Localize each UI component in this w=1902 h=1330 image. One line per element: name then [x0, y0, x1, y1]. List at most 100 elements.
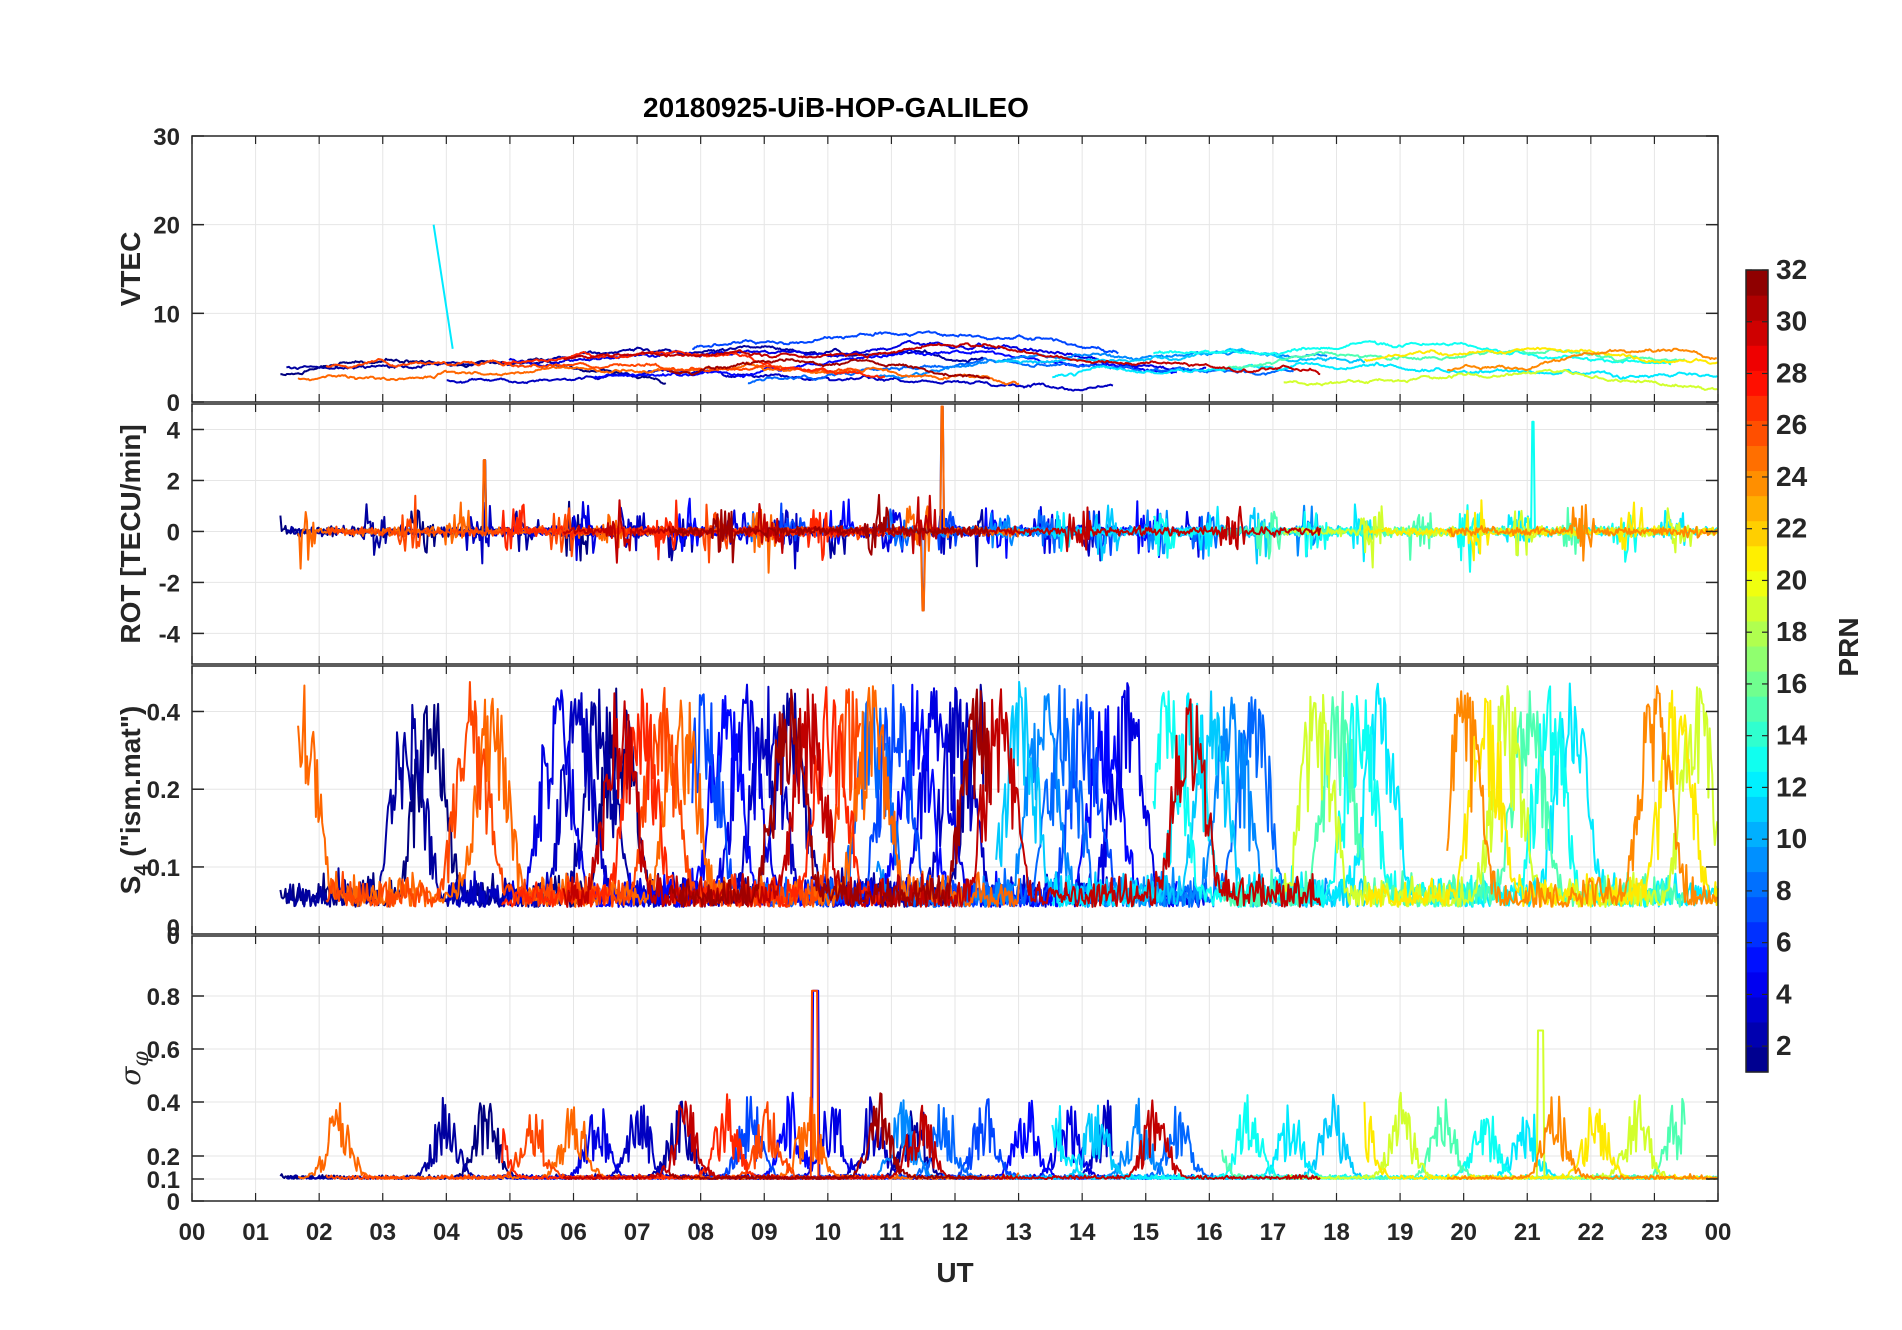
x-tick-label: 18 — [1323, 1219, 1350, 1246]
y-axis-sigma_phi: 00.10.2 0.4 0.6 0.8 — [147, 984, 1718, 1216]
series-prn-31 — [668, 493, 991, 564]
x-tick-label: 16 — [1196, 1219, 1223, 1246]
y-axis-s4: 0.1 0.2 0.4 00 — [147, 699, 1718, 950]
y-tick-label: 0.4 — [147, 1090, 181, 1117]
series-prn-21 — [1363, 346, 1719, 365]
colorbar-tick-label: 14 — [1776, 720, 1808, 751]
x-tick-label: 21 — [1514, 1219, 1541, 1246]
x-tick-label: 19 — [1387, 1219, 1414, 1246]
series-prn-24 — [1446, 347, 1718, 372]
colorbar-band — [1746, 370, 1768, 396]
y-tick-label: 0.1 — [147, 1167, 180, 1194]
colorbar-tick-label: 4 — [1776, 978, 1792, 1009]
panel-rot: -4 -2 0 2 4 ROT [TECU/min] — [115, 403, 1719, 665]
colorbar-tick-label: 10 — [1776, 823, 1807, 854]
series-group — [279, 989, 1719, 1180]
colorbar-band — [1746, 320, 1768, 346]
colorbar-tick-label: 8 — [1776, 875, 1792, 906]
series-prn-19 — [1283, 368, 1718, 391]
series-prn-26 — [325, 681, 862, 908]
x-tick-label: 15 — [1132, 1219, 1159, 1246]
colorbar-band — [1746, 771, 1768, 797]
colorbar-band — [1746, 645, 1768, 672]
series-prn-30 — [563, 342, 1321, 376]
y-axis-vtec: 0 10 20 30 — [153, 124, 1718, 417]
colorbar-band — [1746, 871, 1768, 898]
x-tick-label: 04 — [433, 1219, 460, 1246]
series-prn-24 — [1446, 1095, 1718, 1180]
y-tick-label: 0.6 — [147, 1037, 180, 1064]
panel-vtec: 0 10 20 30 VTEC — [115, 124, 1719, 417]
y-tick-label: -4 — [159, 621, 181, 648]
colorbar-band — [1746, 746, 1768, 772]
series-prn-3 — [446, 368, 1114, 392]
colorbar-band — [1746, 470, 1768, 497]
y-tick-label: 20 — [153, 213, 180, 240]
y-tick-label: 0.8 — [147, 984, 180, 1011]
y-tick-label: 0 — [167, 923, 180, 950]
colorbar-band — [1746, 721, 1768, 747]
colorbar-tick-label: 20 — [1776, 564, 1807, 595]
colorbar-tick-label: 18 — [1776, 616, 1807, 647]
x-tick-label: 00 — [179, 1219, 206, 1246]
y-axis-label: VTEC — [115, 232, 146, 307]
y-tick-label: 0.4 — [147, 699, 181, 726]
colorbar-band — [1746, 495, 1768, 522]
series-group — [279, 680, 1719, 908]
series-prn-12 — [432, 224, 1718, 380]
colorbar-band — [1746, 846, 1768, 873]
x-tick-label: 20 — [1450, 1219, 1477, 1246]
x-tick-label: 08 — [687, 1219, 714, 1246]
colorbar-band — [1746, 1046, 1768, 1073]
x-tick-label: 06 — [560, 1219, 587, 1246]
colorbar-band — [1746, 595, 1768, 622]
y-tick-label: 0 — [167, 1189, 180, 1216]
colorbar-band — [1746, 295, 1768, 321]
y-tick-label: 0.1 — [147, 855, 180, 882]
x-tick-label: 14 — [1069, 1219, 1096, 1246]
panel-sigma_phi: 00.10.2 0.4 0.6 0.8 σφ — [114, 935, 1719, 1216]
x-axis: 00 01 02 03 04 05 06 07 08 09 10 11 12 13 14 15 16 17 18 19… — [179, 1219, 1732, 1246]
colorbar-band — [1746, 545, 1768, 572]
y-tick-label: 30 — [153, 124, 180, 151]
colorbar-tick-label: 6 — [1776, 927, 1792, 958]
series-prn-31 — [668, 1092, 991, 1180]
colorbar-band — [1746, 345, 1768, 371]
series-group — [279, 405, 1719, 612]
x-tick-label: 02 — [306, 1219, 333, 1246]
y-tick-label: 0 — [167, 390, 180, 417]
colorbar-band — [1746, 395, 1768, 421]
y-tick-label: 0 — [167, 915, 180, 942]
colorbar-tick-label: 2 — [1776, 1030, 1792, 1061]
colorbar-tick-label: 22 — [1776, 513, 1807, 544]
x-tick-label: 10 — [814, 1219, 841, 1246]
series-prn-7 — [692, 330, 1119, 355]
y-tick-label: -2 — [159, 570, 180, 597]
x-tick-label: 13 — [1005, 1219, 1032, 1246]
x-tick-label: 03 — [369, 1219, 396, 1246]
x-tick-label: 23 — [1641, 1219, 1668, 1246]
colorbar-band — [1746, 570, 1768, 597]
series-prn-30 — [562, 1099, 1321, 1180]
x-tick-label: 17 — [1260, 1219, 1287, 1246]
colorbar-band — [1746, 821, 1768, 848]
colorbar-band — [1746, 620, 1768, 647]
y-axis-label: σφ — [114, 1051, 154, 1086]
y-tick-label: 10 — [153, 301, 180, 328]
colorbar-band — [1746, 671, 1768, 697]
x-tick-label: 00 — [1705, 1219, 1732, 1246]
colorbar-band — [1746, 996, 1768, 1023]
x-tick-label: 22 — [1577, 1219, 1604, 1246]
series-prn-11 — [995, 347, 1366, 365]
series-prn-21 — [1363, 689, 1719, 908]
colorbar-tick-label: 16 — [1776, 668, 1807, 699]
x-tick-label: 07 — [624, 1219, 651, 1246]
colorbar-tick-label: 30 — [1776, 306, 1807, 337]
colorbar-band — [1746, 270, 1768, 296]
colorbar-tick-label: 24 — [1776, 461, 1808, 492]
x-tick-label: 05 — [497, 1219, 524, 1246]
series-prn-31 — [668, 688, 991, 908]
colorbar-band — [1746, 696, 1768, 722]
